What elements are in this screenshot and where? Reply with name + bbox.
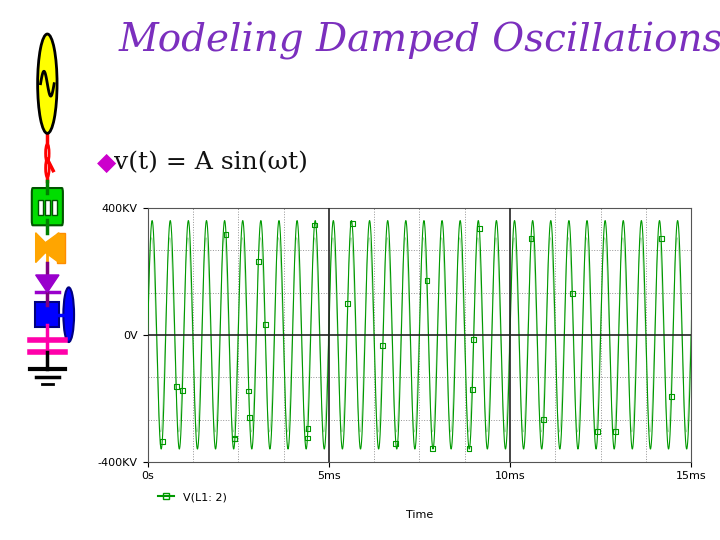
Point [244, 413, 256, 422]
Text: v(t) = A sin(ωt): v(t) = A sin(ωt) [114, 151, 307, 174]
Point [220, 230, 232, 239]
Point [253, 258, 264, 266]
Point [302, 424, 314, 433]
Text: Modeling Damped Oscillations: Modeling Damped Oscillations [119, 22, 720, 59]
Polygon shape [45, 233, 59, 262]
Point [243, 387, 254, 395]
Circle shape [37, 34, 57, 133]
Bar [45, 200, 50, 215]
Point [666, 392, 678, 401]
FancyBboxPatch shape [32, 188, 63, 225]
Circle shape [63, 287, 74, 342]
Point [302, 434, 313, 442]
Point [468, 335, 480, 344]
Point [156, 437, 168, 445]
Legend: V(L1: 2): V(L1: 2) [153, 488, 231, 507]
Point [259, 320, 271, 328]
Point [427, 444, 438, 453]
Text: ◆: ◆ [97, 151, 117, 175]
Point [467, 386, 478, 394]
Point [342, 299, 354, 308]
Point [474, 225, 485, 233]
Point [610, 427, 621, 436]
Point [592, 427, 603, 435]
Point [171, 382, 182, 391]
Bar [57, 233, 65, 262]
Point [421, 276, 433, 285]
Text: Time: Time [406, 510, 433, 521]
Point [567, 289, 578, 298]
Point [377, 341, 389, 349]
Point [655, 234, 667, 243]
Bar [38, 200, 43, 215]
Point [229, 434, 240, 443]
Point [526, 234, 537, 243]
Polygon shape [36, 275, 59, 292]
Point [309, 221, 320, 230]
Point [390, 439, 402, 448]
Point [176, 386, 188, 395]
FancyBboxPatch shape [35, 302, 60, 327]
Point [229, 435, 240, 443]
Point [463, 444, 474, 453]
Polygon shape [36, 233, 45, 262]
Point [346, 219, 358, 228]
Point [538, 415, 549, 424]
Bar [52, 200, 57, 215]
